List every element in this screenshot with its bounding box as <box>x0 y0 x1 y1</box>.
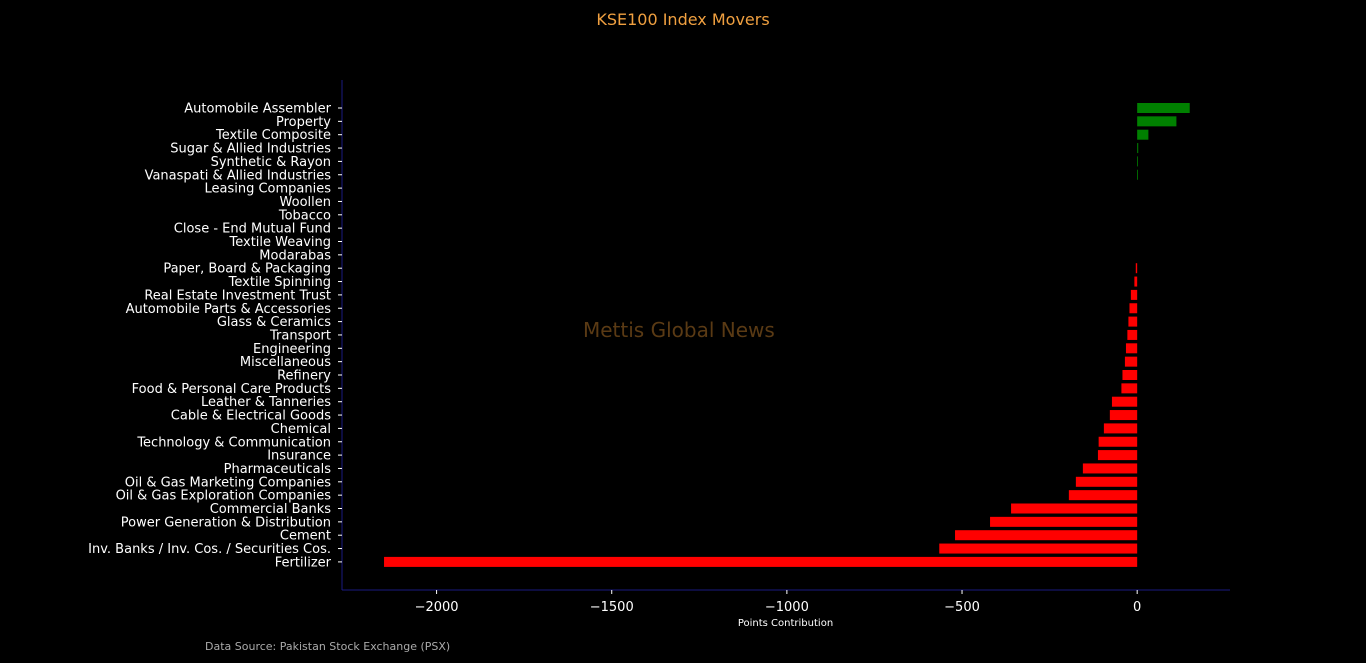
y-tick-label: Textile Composite <box>215 128 331 143</box>
y-tick-label: Sugar & Allied Industries <box>170 142 331 157</box>
y-tick-label: Miscellaneous <box>240 355 331 370</box>
y-tick-label: Automobile Parts & Accessories <box>126 302 332 317</box>
y-tick-label: Synthetic & Rayon <box>211 155 331 170</box>
bar <box>990 516 1138 527</box>
bar <box>1111 396 1138 407</box>
bar <box>1097 450 1138 461</box>
x-tick-label: 0 <box>1133 600 1141 615</box>
y-tick-label: Insurance <box>267 449 331 464</box>
data-source-note: Data Source: Pakistan Stock Exchange (PS… <box>205 640 451 653</box>
x-axis-label: Points Contribution <box>737 618 834 629</box>
y-tick-label: Cable & Electrical Goods <box>171 409 331 424</box>
y-tick-label: Power Generation & Distribution <box>121 515 331 530</box>
y-tick-label: Fertilizer <box>275 555 332 570</box>
x-tick-label: −2000 <box>415 600 459 615</box>
bar <box>1128 316 1138 327</box>
bar <box>1127 329 1138 340</box>
bar <box>1134 276 1138 287</box>
bar <box>1068 490 1138 501</box>
y-tick-label: Commercial Banks <box>210 502 332 517</box>
x-tick-label: −500 <box>944 600 980 615</box>
y-tick-label: Cement <box>280 529 331 544</box>
chart-title: KSE100 Index Movers <box>596 10 770 29</box>
watermark-text: Mettis Global News <box>583 318 775 342</box>
y-tick-label: Vanaspati & Allied Industries <box>145 168 332 183</box>
x-tick-label: −1500 <box>590 600 634 615</box>
y-tick-label: Paper, Board & Packaging <box>163 262 331 277</box>
bar <box>1137 116 1177 127</box>
y-tick-label: Oil & Gas Marketing Companies <box>125 475 331 490</box>
bar <box>1135 263 1138 274</box>
y-tick-label: Tobacco <box>278 208 331 223</box>
y-tick-label: Inv. Banks / Inv. Cos. / Securities Cos. <box>88 542 331 557</box>
bar <box>1125 343 1138 354</box>
y-tick-label: Oil & Gas Exploration Companies <box>116 489 332 504</box>
bar <box>1137 143 1139 154</box>
bar <box>1137 169 1138 180</box>
y-tick-label: Leasing Companies <box>204 182 331 197</box>
y-tick-label: Engineering <box>253 342 331 357</box>
y-tick-label: Refinery <box>277 369 331 384</box>
y-tick-label: Close - End Mutual Fund <box>174 222 331 237</box>
y-tick-label: Technology & Communication <box>136 435 331 450</box>
bar <box>1130 289 1138 300</box>
y-tick-label: Real Estate Investment Trust <box>144 288 331 303</box>
y-tick-label: Automobile Assembler <box>184 102 331 117</box>
y-tick-label: Pharmaceuticals <box>224 462 332 477</box>
x-tick-label: −1000 <box>765 600 809 615</box>
y-tick-label: Modarabas <box>259 248 331 263</box>
y-tick-label: Textile Spinning <box>228 275 331 290</box>
bar <box>1124 356 1138 367</box>
bar <box>1109 410 1138 421</box>
bar <box>1121 383 1138 394</box>
bar <box>1011 503 1138 514</box>
bar <box>1098 436 1138 447</box>
y-tick-label: Transport <box>269 328 331 343</box>
bar <box>1137 129 1149 140</box>
bar <box>1137 103 1190 113</box>
bar <box>1103 423 1138 434</box>
y-tick-label: Leather & Tanneries <box>201 395 331 410</box>
bar <box>1122 370 1138 380</box>
y-tick-label: Woollen <box>280 195 331 210</box>
y-tick-label: Food & Personal Care Products <box>132 382 332 397</box>
y-tick-label: Glass & Ceramics <box>217 315 331 330</box>
bar <box>1075 476 1138 487</box>
bar <box>1082 463 1138 474</box>
y-tick-label: Property <box>276 115 331 130</box>
bar <box>939 543 1138 554</box>
y-tick-label: Textile Weaving <box>229 235 332 250</box>
y-tick-label: Chemical <box>271 422 331 437</box>
bar <box>1137 156 1138 167</box>
bar <box>955 530 1138 541</box>
bar <box>1129 303 1138 314</box>
bar <box>384 556 1138 567</box>
